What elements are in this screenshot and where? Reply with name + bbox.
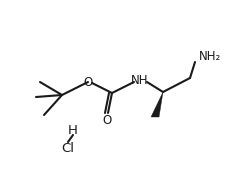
Text: O: O <box>102 115 112 127</box>
Text: Cl: Cl <box>62 141 74 155</box>
Text: NH₂: NH₂ <box>199 50 221 64</box>
Text: NH: NH <box>131 73 149 87</box>
Text: H: H <box>68 124 78 136</box>
Polygon shape <box>151 92 163 117</box>
Text: O: O <box>83 76 93 88</box>
